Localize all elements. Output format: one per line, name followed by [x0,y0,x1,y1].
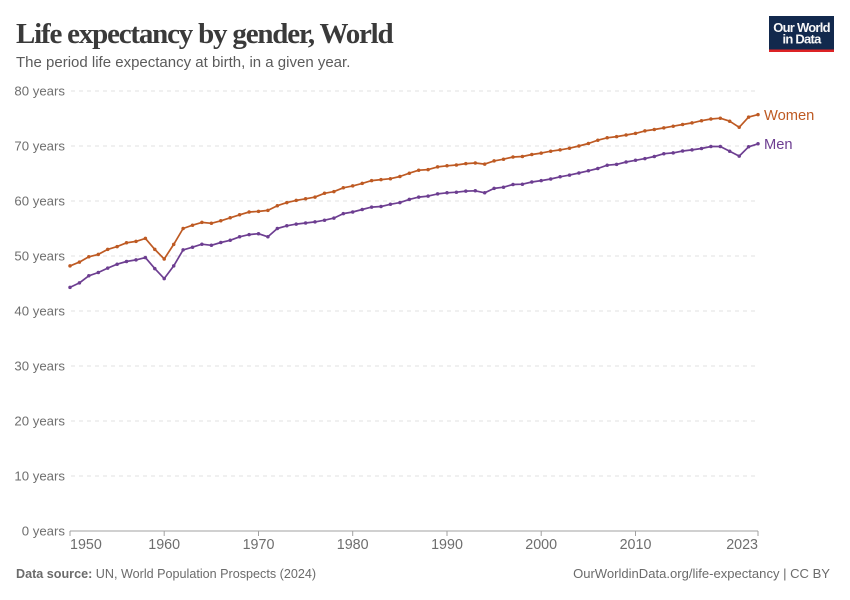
svg-text:OurWorldinData.org/life-expect: OurWorldinData.org/life-expectancy | CC … [573,566,830,581]
svg-text:60 years: 60 years [14,194,65,209]
svg-text:Women: Women [764,108,814,124]
svg-text:Men: Men [764,137,793,153]
svg-text:70 years: 70 years [14,139,65,154]
svg-text:1950: 1950 [70,537,102,553]
svg-text:80 years: 80 years [14,84,65,99]
svg-text:40 years: 40 years [14,304,65,319]
svg-text:2023: 2023 [726,537,758,553]
svg-text:Data source: UN, World Populat: Data source: UN, World Population Prospe… [16,567,316,581]
svg-text:1980: 1980 [337,537,369,553]
svg-text:10 years: 10 years [14,469,65,484]
svg-text:Life expectancy by gender, Wor: Life expectancy by gender, World [16,18,394,50]
svg-text:2000: 2000 [525,537,557,553]
svg-text:1990: 1990 [431,537,463,553]
svg-text:The period life expectancy at: The period life expectancy at birth, in … [16,54,350,71]
svg-text:1960: 1960 [148,537,180,553]
svg-text:in Data: in Data [782,31,822,46]
svg-text:50 years: 50 years [14,249,65,264]
svg-text:20 years: 20 years [14,414,65,429]
svg-text:30 years: 30 years [14,359,65,374]
svg-text:Our World: Our World [773,20,830,35]
svg-text:2010: 2010 [620,537,652,553]
svg-text:1970: 1970 [243,537,275,553]
svg-text:0 years: 0 years [22,524,66,539]
